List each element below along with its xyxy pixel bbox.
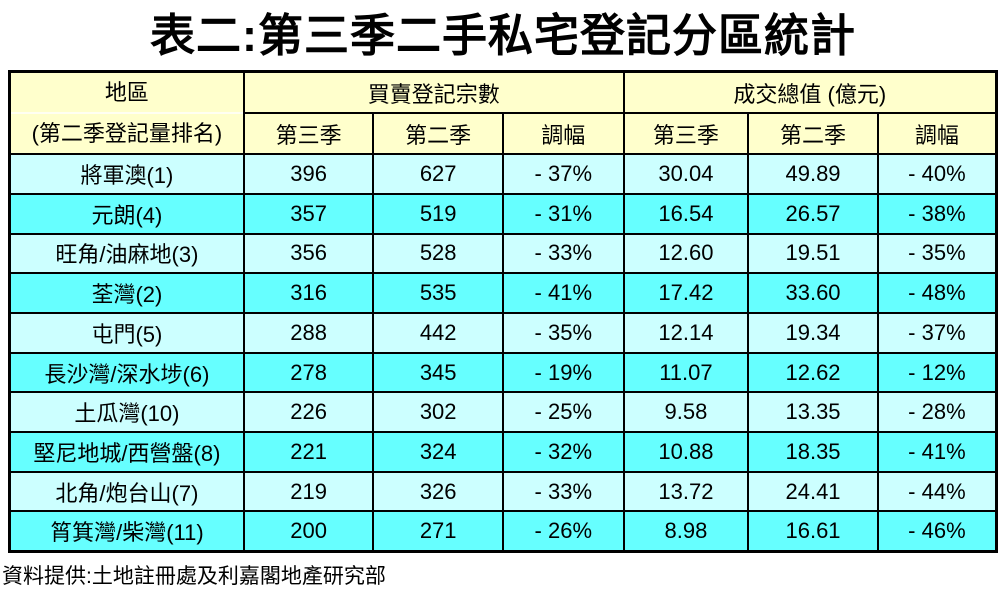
value-cell: - 38% bbox=[876, 192, 998, 235]
value-cell: 288 bbox=[242, 312, 375, 354]
value-cell: 226 bbox=[242, 391, 375, 434]
value-cell: 8.98 bbox=[622, 510, 750, 553]
value-cell: - 41% bbox=[501, 272, 625, 314]
district-cell: 旺角/油麻地(3) bbox=[8, 232, 245, 275]
value-cell: 26.57 bbox=[747, 192, 879, 235]
value-cell: - 48% bbox=[876, 272, 998, 314]
value-cell: 271 bbox=[372, 510, 504, 553]
value-cell: - 40% bbox=[876, 153, 998, 195]
value-cell: - 35% bbox=[501, 312, 625, 354]
district-cell: 堅尼地城/西營盤(8) bbox=[8, 431, 245, 473]
value-cell: 12.62 bbox=[747, 351, 879, 394]
value-cell: - 31% bbox=[501, 192, 625, 235]
header-row-groups: 地區 (第二季登記量排名) 買賣登記宗數 成交總值 (億元) bbox=[8, 70, 998, 156]
subheader-value-change: 調幅 bbox=[876, 112, 998, 156]
value-cell: 200 bbox=[242, 510, 375, 553]
district-cell: 北角/炮台山(7) bbox=[8, 470, 245, 513]
source-note: 資料提供:土地註冊處及利嘉閣地產研究部 bbox=[2, 564, 386, 588]
subheader-sales-q3: 第三季 bbox=[242, 112, 375, 156]
value-cell: - 37% bbox=[501, 153, 625, 195]
page-title: 表二:第三季二手私宅登記分區統計 bbox=[150, 10, 856, 61]
table-row: 筲箕灣/柴灣(11) 200 271- 26% 8.98 16.61- 46% bbox=[8, 510, 998, 553]
district-header-cell: 地區 (第二季登記量排名) bbox=[8, 70, 245, 156]
transaction-value-group-header: 成交總值 (億元) bbox=[622, 70, 998, 115]
value-cell: - 35% bbox=[876, 232, 998, 275]
table-row: 元朗(4) 357 519- 31% 16.54 26.57- 38% bbox=[8, 192, 998, 235]
table-row: 旺角/油麻地(3) 356 528- 33% 12.60 19.51- 35% bbox=[8, 232, 998, 275]
subheader-sales-q2: 第二季 bbox=[372, 112, 504, 156]
value-cell: 19.34 bbox=[747, 312, 879, 354]
value-cell: 11.07 bbox=[622, 351, 750, 394]
value-cell: - 41% bbox=[876, 431, 998, 473]
value-cell: - 19% bbox=[501, 351, 625, 394]
value-cell: 396 bbox=[242, 153, 375, 195]
district-header-title: 地區 bbox=[104, 80, 149, 106]
subheader-value-q2: 第二季 bbox=[747, 112, 879, 156]
value-cell: 16.54 bbox=[622, 192, 750, 235]
district-cell: 荃灣(2) bbox=[8, 272, 245, 314]
value-cell: 278 bbox=[242, 351, 375, 394]
table-row: 長沙灣/深水埗(6) 278 345- 19% 11.07 12.62- 12% bbox=[8, 351, 998, 394]
value-cell: 33.60 bbox=[747, 272, 879, 314]
value-cell: 12.60 bbox=[622, 232, 750, 275]
value-cell: 221 bbox=[242, 431, 375, 473]
value-cell: 13.72 bbox=[622, 470, 750, 513]
sales-count-group-header: 買賣登記宗數 bbox=[242, 70, 625, 115]
district-cell: 長沙灣/深水埗(6) bbox=[8, 351, 245, 394]
value-cell: - 33% bbox=[501, 232, 625, 275]
value-cell: 627 bbox=[372, 153, 504, 195]
value-cell: 316 bbox=[242, 272, 375, 314]
value-cell: 49.89 bbox=[747, 153, 879, 195]
value-cell: - 12% bbox=[876, 351, 998, 394]
value-cell: 345 bbox=[372, 351, 504, 394]
table-row: 北角/炮台山(7) 219 326- 33% 13.72 24.41- 44% bbox=[8, 470, 998, 513]
value-cell: 219 bbox=[242, 470, 375, 513]
value-cell: - 33% bbox=[501, 470, 625, 513]
value-cell: 12.14 bbox=[622, 312, 750, 354]
value-cell: 30.04 bbox=[622, 153, 750, 195]
table-header: 地區 (第二季登記量排名) 買賣登記宗數 成交總值 (億元) 第三季 第二季 調… bbox=[8, 70, 998, 156]
value-cell: 17.42 bbox=[622, 272, 750, 314]
header-row-sub: 第三季 第二季 調幅 第三季 第二季 調幅 bbox=[10, 112, 998, 156]
table-row: 荃灣(2) 316 535- 41% 17.42 33.60- 48% bbox=[8, 272, 998, 314]
district-cell: 筲箕灣/柴灣(11) bbox=[8, 510, 245, 553]
value-cell: 442 bbox=[372, 312, 504, 354]
table-row: 堅尼地城/西營盤(8) 221 324- 32% 10.88 18.35- 41% bbox=[8, 431, 998, 473]
value-cell: 356 bbox=[242, 232, 375, 275]
value-cell: 519 bbox=[372, 192, 504, 235]
district-header-subtitle: (第二季登記量排名) bbox=[11, 112, 242, 152]
value-cell: - 37% bbox=[876, 312, 998, 354]
value-cell: - 25% bbox=[501, 391, 625, 434]
value-cell: 16.61 bbox=[747, 510, 879, 553]
value-cell: 535 bbox=[372, 272, 504, 314]
table-body: 將軍澳(1) 396 627- 37% 30.04 49.89- 40% 元朗(4) 357… bbox=[8, 153, 998, 553]
value-cell: 357 bbox=[242, 192, 375, 235]
table-row: 土瓜灣(10) 226 302- 25% 9.58 13.35- 28% bbox=[8, 391, 998, 434]
value-cell: - 32% bbox=[501, 431, 625, 473]
value-cell: 324 bbox=[372, 431, 504, 473]
value-cell: - 26% bbox=[501, 510, 625, 553]
value-cell: 24.41 bbox=[747, 470, 879, 513]
value-cell: 19.51 bbox=[747, 232, 879, 275]
value-cell: 9.58 bbox=[622, 391, 750, 434]
district-cell: 元朗(4) bbox=[8, 192, 245, 235]
district-cell: 將軍澳(1) bbox=[8, 153, 245, 195]
district-cell: 土瓜灣(10) bbox=[8, 391, 245, 434]
value-cell: - 46% bbox=[876, 510, 998, 553]
district-cell: 屯門(5) bbox=[8, 312, 245, 354]
table-row: 將軍澳(1) 396 627- 37% 30.04 49.89- 40% bbox=[8, 153, 998, 195]
value-cell: 10.88 bbox=[622, 431, 750, 473]
value-cell: 18.35 bbox=[747, 431, 879, 473]
value-cell: - 44% bbox=[876, 470, 998, 513]
subheader-sales-change: 調幅 bbox=[501, 112, 625, 156]
subheader-value-q3: 第三季 bbox=[622, 112, 750, 156]
table-row: 屯門(5) 288 442- 35% 12.14 19.34- 37% bbox=[8, 312, 998, 354]
value-cell: 528 bbox=[372, 232, 504, 275]
value-cell: 13.35 bbox=[747, 391, 879, 434]
value-cell: - 28% bbox=[876, 391, 998, 434]
value-cell: 302 bbox=[372, 391, 504, 434]
registration-stats-table: 地區 (第二季登記量排名) 買賣登記宗數 成交總值 (億元) 第三季 第二季 調… bbox=[8, 70, 998, 553]
value-cell: 326 bbox=[372, 470, 504, 513]
